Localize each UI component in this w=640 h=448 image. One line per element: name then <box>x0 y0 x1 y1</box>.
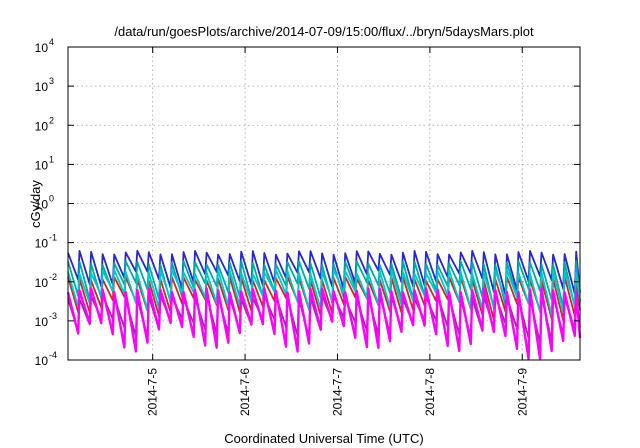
axis-ticks <box>68 46 580 361</box>
series-line <box>67 249 581 297</box>
x-tick-label: 2014-7-7 <box>330 368 344 416</box>
y-tick-label: 10 <box>35 119 49 133</box>
y-tick-exponent: -1 <box>49 233 57 243</box>
y-tick-label: 10 <box>35 315 49 329</box>
y-tick-exponent: 4 <box>49 37 54 47</box>
x-axis-tick-labels: 2014-7-5 2014-7-6 2014-7-7 2014-7-8 2014-7-9 <box>146 368 530 416</box>
y-axis-label: cGy/day <box>28 180 43 228</box>
y-tick-exponent: -4 <box>49 350 57 360</box>
y-tick-exponent: -2 <box>49 272 57 282</box>
series-line <box>66 287 582 361</box>
series-lines <box>66 249 582 361</box>
y-tick-exponent: 2 <box>49 115 54 125</box>
y-tick-exponent: -3 <box>49 311 57 321</box>
y-tick-label: 10 <box>35 80 49 94</box>
y-tick-exponent: 1 <box>49 154 54 164</box>
y-tick-label: 10 <box>35 158 49 172</box>
x-tick-label: 2014-7-5 <box>146 368 160 416</box>
x-tick-label: 2014-7-9 <box>515 368 529 416</box>
y-tick-exponent: 0 <box>49 194 54 204</box>
chart-title: /data/run/goesPlots/archive/2014-07-09/1… <box>114 24 534 39</box>
series-line <box>67 275 581 322</box>
y-tick-label: 10 <box>35 354 49 368</box>
x-axis-label: Coordinated Universal Time (UTC) <box>224 431 423 446</box>
grid-lines <box>68 47 580 360</box>
series-line <box>67 268 581 317</box>
x-tick-label: 2014-7-8 <box>423 368 437 416</box>
x-tick-label: 2014-7-6 <box>238 368 252 416</box>
y-tick-label: 10 <box>35 198 49 212</box>
y-tick-label: 10 <box>35 276 49 290</box>
y-tick-label: 10 <box>35 237 49 251</box>
y-tick-exponent: 3 <box>49 76 54 86</box>
y-tick-label: 10 <box>35 41 49 55</box>
